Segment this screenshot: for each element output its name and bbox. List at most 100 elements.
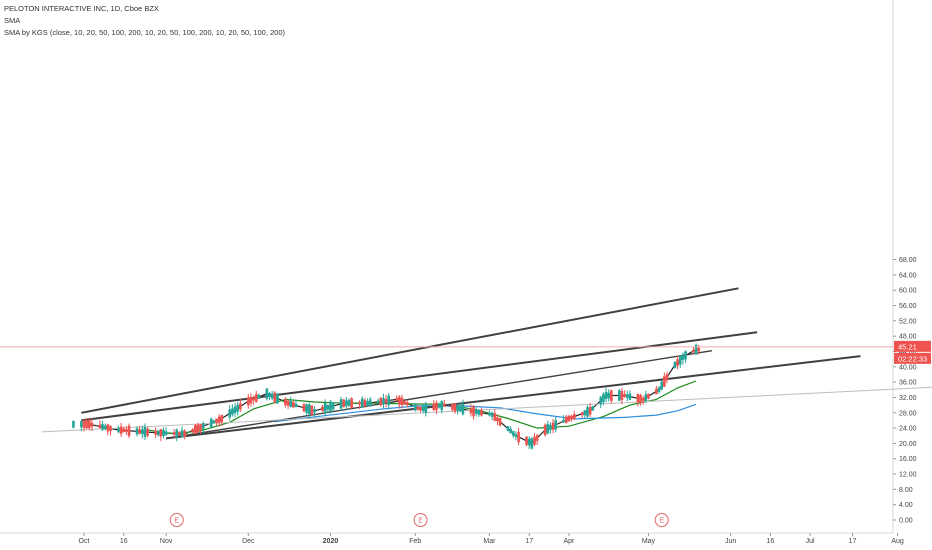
candle-body [342,399,345,407]
candle-body [321,406,324,412]
last-price-label: 45.21 [898,343,917,352]
candle-body [580,412,584,416]
y-tick-label: 64.00 [899,272,917,279]
candle-body [236,404,239,412]
candle-body [424,403,428,413]
x-tick-label: Mar [483,538,496,545]
candle-body [270,393,274,399]
candle-body [368,399,372,407]
y-tick-label: 0.00 [899,518,913,525]
indicator-sma-kgs[interactable]: SMA by KGS (close, 10, 20, 50, 100, 200,… [4,28,286,37]
candle-body [506,426,510,432]
earnings-badge-label: E [418,518,423,525]
candle-body [125,429,128,432]
candle-body [215,418,218,423]
candle-body [676,359,679,366]
candle-body [146,428,149,436]
candle-body [122,428,126,433]
sma-line [147,380,697,435]
candle-body [599,396,603,405]
candle-body [191,429,194,432]
candle-body [384,398,388,403]
candle-body [474,409,478,414]
candle-body [194,424,197,434]
x-tick-label: Nov [160,538,173,545]
y-tick-label: 60.00 [899,288,917,295]
candle-body [583,410,587,416]
candle-body [156,430,160,436]
price-tags: 45.21 02:22:33 [0,340,931,364]
candle-body [286,400,290,406]
candle-body [228,409,232,418]
candle-body [323,403,327,414]
candle-body [103,425,107,430]
x-tick-label: 17 [849,538,857,545]
x-tick-label: 2020 [323,538,339,545]
candle-body [663,376,666,387]
candle-body [657,387,661,392]
candle-body [549,424,552,431]
candle-body [276,393,279,404]
candle-body [106,424,110,432]
y-tick-label: 36.00 [899,380,917,387]
candle-body [514,434,518,438]
y-tick-label: 68.00 [899,257,917,264]
candle-body [639,394,642,403]
candle-body [443,403,446,407]
candle-body [469,408,473,414]
candle-body [625,394,629,398]
candle-body [233,406,237,414]
candle-body [101,423,104,430]
candle-body [586,407,589,417]
candle-body [257,394,261,399]
candle-body [567,415,571,422]
candle-body [421,406,425,411]
candle-body [644,394,648,402]
candle-body [543,424,547,436]
candle-body [329,401,332,412]
candle-body [307,404,311,415]
last-price-tag [894,340,931,352]
candle-body [403,401,406,404]
candle-body [119,426,123,434]
candle-body [82,420,86,428]
support-line [41,386,932,433]
candle-body [247,397,250,406]
candle-body [533,436,536,445]
y-tick-label: 40.00 [899,364,917,371]
candle-body [697,347,701,352]
candle-body [339,399,343,409]
candle-body [80,421,83,428]
candle-body [138,429,141,434]
x-axis[interactable]: Oct 16 Nov Dec 2020 Feb Mar 17 Apr May Jun 16 Jul 17 A… [79,533,904,545]
candle-body [416,406,420,410]
x-tick-label: May [642,538,656,545]
y-axis[interactable]: 0.00 4.00 8.00 12.00 16.00 20.00 24.00 28.00 32.… [893,257,917,525]
candle-body [175,429,179,438]
candle-body [527,438,531,446]
candle-body [517,431,520,443]
candle-body [453,403,457,412]
candle-body [376,400,380,403]
candle-body [212,420,216,424]
indicator-sma[interactable]: SMA [4,16,21,25]
candle-body [512,431,515,436]
candle-body [360,398,364,408]
candle-body [98,424,102,428]
y-tick-label: 28.00 [899,410,917,417]
candle-body [546,424,550,434]
x-tick-label: Apr [563,538,575,545]
candle-body [572,414,576,420]
candle-body [72,421,75,428]
candle-body [209,418,213,428]
candle-body [488,413,491,416]
y-tick-label: 12.00 [899,472,917,479]
candle-body [694,344,698,355]
candle-body [284,398,287,406]
candle-body [350,398,353,409]
candle-body [135,428,139,435]
candle-body [254,394,258,402]
candle-body [217,416,221,423]
candle-body [620,391,624,400]
